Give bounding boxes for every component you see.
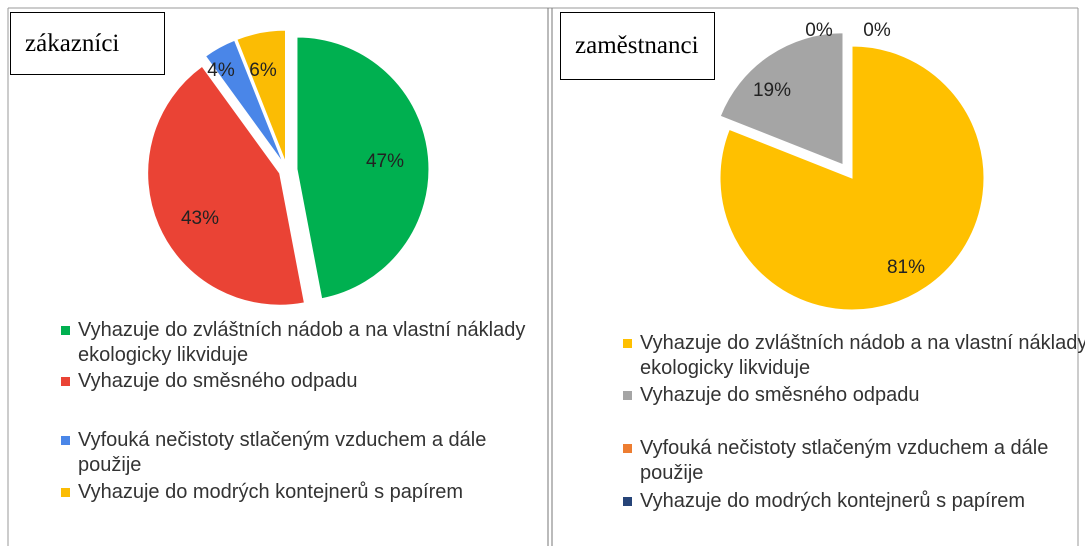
data-label: 47% bbox=[366, 151, 404, 172]
legend-swatch bbox=[61, 326, 70, 335]
legend-swatch bbox=[623, 497, 632, 506]
pie-slice bbox=[147, 65, 305, 306]
legend-entry: Vyfouká nečistoty stlačeným vzduchem a d… bbox=[61, 428, 548, 478]
pie-slice bbox=[719, 32, 844, 166]
pie-slice bbox=[204, 39, 284, 164]
chart-title: zákazníci bbox=[10, 12, 165, 75]
data-label: 0% bbox=[863, 20, 891, 41]
data-label: 81% bbox=[887, 257, 925, 278]
chart-title: zaměstnanci bbox=[560, 12, 715, 80]
legend-swatch bbox=[623, 339, 632, 348]
legend-swatch bbox=[61, 436, 70, 445]
legend-swatch bbox=[623, 391, 632, 400]
pie-slice bbox=[296, 36, 430, 300]
data-label: 4% bbox=[207, 60, 235, 81]
data-label: 0% bbox=[805, 20, 833, 41]
legend-swatch bbox=[61, 377, 70, 386]
legend-entry: Vyhazuje do směsného odpadu bbox=[61, 369, 548, 394]
data-label: 19% bbox=[753, 80, 791, 101]
legend-entry: Vyhazuje do modrých kontejnerů s papírem bbox=[623, 489, 1085, 514]
data-label: 43% bbox=[181, 208, 219, 229]
legend-entry: Vyhazuje do zvláštních nádob a na vlastn… bbox=[61, 318, 548, 368]
legend-swatch bbox=[623, 444, 632, 453]
legend-entry: Vyfouká nečistoty stlačeným vzduchem a d… bbox=[623, 436, 1085, 486]
legend-entry: Vyhazuje do modrých kontejnerů s papírem bbox=[61, 480, 548, 505]
pie-slice bbox=[236, 29, 287, 163]
legend-swatch bbox=[61, 488, 70, 497]
legend-entry: Vyhazuje do směsného odpadu bbox=[623, 383, 1085, 408]
legend-entry: Vyhazuje do zvláštních nádob a na vlastn… bbox=[623, 331, 1085, 381]
data-label: 6% bbox=[249, 60, 277, 81]
